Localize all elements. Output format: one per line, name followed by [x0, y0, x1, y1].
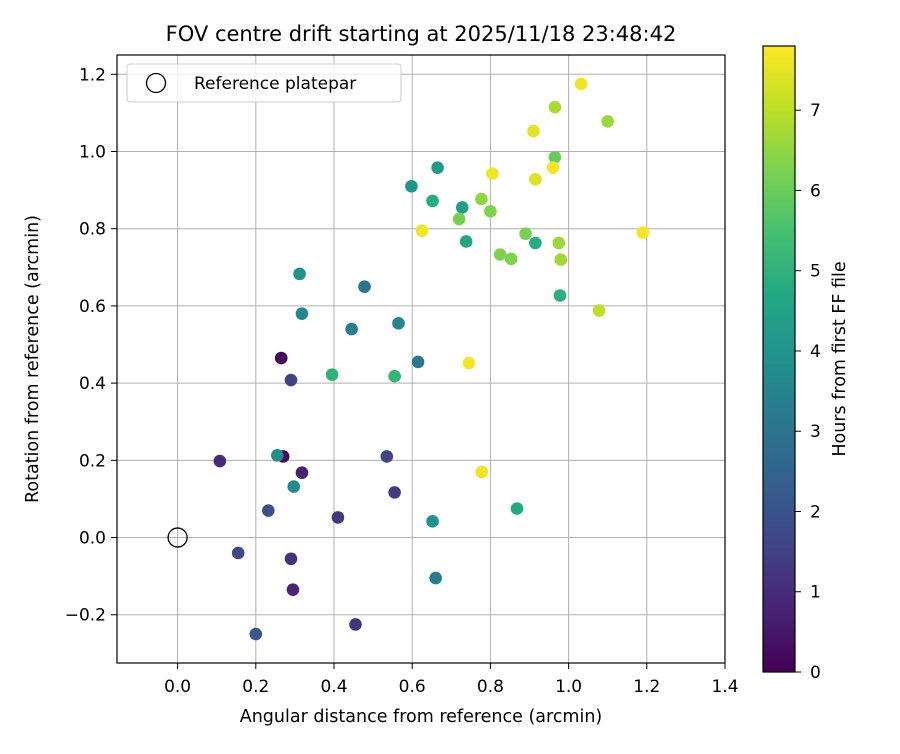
- plot-frame: [116, 54, 726, 664]
- y-tick-label: 0.6: [79, 297, 106, 317]
- data-point: [293, 267, 306, 281]
- legend-label: Reference platepar: [194, 74, 356, 94]
- colorbar-tick-label: 1: [810, 583, 821, 603]
- y-tick-label: 0.0: [79, 529, 106, 549]
- colorbar-tick-label: 3: [810, 422, 821, 442]
- data-points: [167, 77, 650, 641]
- y-tick-label: −0.2: [65, 606, 106, 626]
- colorbar-gradient: [763, 46, 795, 672]
- data-point: [426, 194, 439, 208]
- x-tick-label: 0.0: [164, 677, 191, 697]
- data-point: [493, 248, 507, 261]
- data-point: [484, 205, 497, 218]
- data-point: [231, 546, 245, 560]
- data-point: [462, 356, 476, 370]
- data-point: [415, 224, 429, 237]
- data-point: [553, 289, 567, 302]
- data-point: [286, 583, 300, 596]
- data-point: [529, 173, 542, 186]
- data-point: [475, 465, 489, 479]
- x-tick-label: 1.4: [711, 677, 738, 697]
- legend-box: [126, 63, 402, 103]
- data-point: [284, 552, 298, 566]
- data-point: [249, 627, 263, 641]
- legend: Reference platepar: [126, 63, 402, 103]
- data-point: [554, 253, 568, 266]
- legend-marker: [145, 72, 167, 94]
- colorbar-tick-label: 5: [810, 262, 821, 282]
- colorbar-tick-label: 7: [810, 101, 821, 121]
- colorbar-ticks: 0 1 2 3 4 5 6 7: [795, 101, 821, 683]
- data-point: [358, 280, 371, 293]
- data-point: [392, 316, 405, 330]
- data-point: [519, 227, 532, 241]
- colorbar-frame: [762, 45, 796, 673]
- data-point: [284, 373, 298, 387]
- data-point: [504, 252, 518, 266]
- data-point: [548, 150, 562, 164]
- x-tick-label: 1.0: [555, 677, 582, 697]
- x-axis-ticks: 0.0 0.2 0.4 0.6 0.8 1.0 1.2 1.4: [164, 663, 739, 697]
- data-point: [262, 504, 275, 517]
- y-tick-label: 0.4: [79, 374, 106, 394]
- colorbar-label: Hours from first FF file: [830, 261, 850, 456]
- data-point: [405, 179, 418, 193]
- data-point: [636, 226, 650, 239]
- data-point: [552, 236, 566, 250]
- y-tick-label: 1.2: [79, 65, 106, 85]
- data-point: [411, 355, 425, 369]
- data-point: [295, 466, 309, 479]
- data-point: [452, 212, 466, 226]
- data-point: [331, 511, 345, 524]
- data-point: [486, 167, 499, 180]
- data-point: [295, 307, 309, 320]
- data-point: [426, 515, 439, 528]
- data-point: [592, 304, 606, 317]
- y-tick-label: 0.8: [79, 220, 106, 240]
- data-point: [345, 322, 358, 336]
- data-point: [388, 486, 401, 499]
- y-axis-ticks: −0.2 0.0 0.2 0.4 0.6 0.8 1.0 1.2: [65, 65, 117, 626]
- data-point: [455, 201, 469, 214]
- data-point: [459, 235, 473, 248]
- data-point: [475, 192, 488, 206]
- colorbar: 0 1 2 3 4 5 6 7 Hours from first FF file: [762, 45, 850, 683]
- data-point: [325, 368, 339, 381]
- y-axis-label: Rotation from reference (arcmin): [23, 215, 43, 503]
- x-tick-label: 0.2: [242, 677, 269, 697]
- reference-platepar-marker: [167, 527, 188, 548]
- data-point: [548, 100, 562, 114]
- data-point: [527, 124, 540, 138]
- colorbar-tick-label: 6: [810, 181, 821, 201]
- y-tick-label: 0.2: [79, 451, 106, 471]
- data-point: [274, 351, 288, 365]
- data-point: [349, 618, 362, 631]
- data-point: [529, 236, 542, 250]
- y-tick-label: 1.0: [79, 143, 106, 163]
- data-point: [574, 77, 588, 91]
- data-point: [510, 502, 524, 515]
- data-point: [271, 449, 284, 462]
- data-point: [380, 450, 394, 463]
- x-tick-label: 1.2: [633, 677, 660, 697]
- data-point: [546, 161, 560, 175]
- chart-title: FOV centre drift starting at 2025/11/18 …: [166, 22, 677, 46]
- colorbar-tick-label: 4: [810, 342, 821, 362]
- data-point: [431, 161, 444, 175]
- data-point: [429, 571, 442, 585]
- data-point: [601, 115, 615, 128]
- colorbar-tick-label: 0: [810, 663, 821, 683]
- x-axis-label: Angular distance from reference (arcmin): [240, 707, 603, 727]
- data-point: [213, 454, 227, 468]
- data-point: [287, 480, 301, 493]
- x-tick-label: 0.6: [399, 677, 426, 697]
- data-point: [388, 369, 401, 383]
- x-tick-label: 0.8: [477, 677, 504, 697]
- x-tick-label: 0.4: [320, 677, 347, 697]
- colorbar-tick-label: 2: [810, 502, 821, 522]
